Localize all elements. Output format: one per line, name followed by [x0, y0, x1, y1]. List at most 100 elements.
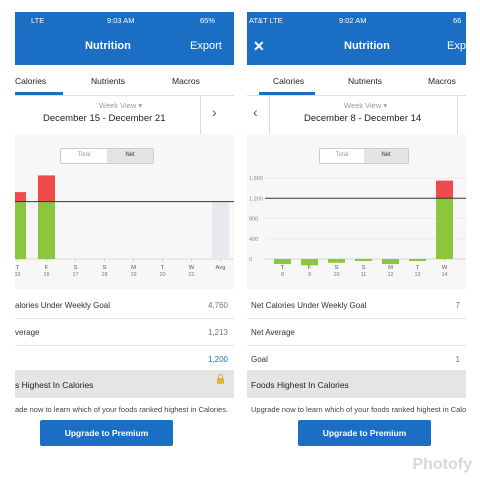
x-tick-label: W	[189, 265, 195, 271]
x-tick-label: T	[16, 265, 20, 271]
bar-net	[436, 198, 453, 259]
x-tick-label: S	[74, 265, 78, 271]
x-tick-label: M	[388, 265, 393, 271]
y-tick-label: 1,200	[249, 196, 263, 202]
goal-value-link[interactable]: 1,200	[207, 355, 228, 364]
week-view-dropdown[interactable]: Week View ▾	[99, 101, 143, 110]
tab-nutrients[interactable]: Nutrients	[91, 76, 126, 86]
divider	[457, 96, 458, 134]
stat-row-under-goal: alories Under Weekly Goal 4,760	[15, 292, 234, 319]
status-bar: AT&T LTE 9:02 AM 66	[247, 12, 466, 29]
bar-over-goal	[436, 180, 453, 199]
status-time: 9:02 AM	[339, 16, 367, 25]
stat-row-average: Net Average	[247, 319, 466, 346]
divider	[200, 96, 201, 134]
status-time: 9:03 AM	[107, 16, 135, 25]
x-tick-label: 16	[43, 272, 49, 278]
watermark-logo: Photofy	[412, 456, 472, 473]
stat-row-under-goal: Net Calories Under Weekly Goal 7	[247, 292, 466, 319]
x-tick-label: 12	[387, 272, 393, 278]
toggle-net[interactable]: Net	[107, 149, 153, 163]
upgrade-message: ade now to learn which of your foods ran…	[15, 405, 229, 414]
toggle-total[interactable]: Total	[335, 152, 349, 158]
stat-label: alories Under Weekly Goal	[15, 301, 111, 310]
x-tick-label: 13	[414, 272, 420, 278]
week-selector: ‹ Week View ▾ December 8 - December 14	[247, 95, 466, 135]
bar-over-goal	[38, 175, 55, 202]
status-bar: LTE 9:03 AM 65%	[15, 12, 234, 29]
battery-level: 65%	[200, 16, 216, 25]
stat-label: verage	[15, 328, 40, 337]
date-range-label: December 15 - December 21	[43, 113, 166, 124]
stat-label: Goal	[251, 355, 268, 364]
carrier-label: AT&T LTE	[249, 16, 283, 25]
stat-value: 1,213	[207, 328, 228, 337]
y-tick-label: 0	[249, 257, 252, 263]
phone-screen-right: AT&T LTE 9:02 AM 66 ✕ Nutrition Exp Calo…	[247, 12, 466, 459]
tab-macros[interactable]: Macros	[172, 76, 200, 86]
x-tick-label: W	[442, 265, 448, 271]
stat-label: Net Average	[251, 328, 295, 337]
x-tick-label: M	[131, 265, 136, 271]
x-tick-label: Avg	[216, 265, 226, 271]
section-header: s Highest In Calories	[15, 370, 234, 398]
phone-screen-left: LTE 9:03 AM 65% Nutrition Export Calorie…	[15, 12, 234, 459]
nav-title: Nutrition	[344, 40, 390, 52]
tab-nutrients[interactable]: Nutrients	[348, 76, 383, 86]
stat-value: 4,760	[207, 301, 228, 310]
x-tick-label: 9	[308, 272, 311, 278]
section-title: s Highest In Calories	[15, 380, 94, 390]
x-tick-label: S	[103, 265, 107, 271]
toggle-total[interactable]: Total	[77, 152, 91, 158]
stat-row-average: verage 1,213	[15, 319, 234, 346]
stat-value: 1	[455, 355, 460, 364]
nav-bar: Nutrition Export	[15, 29, 234, 65]
x-tick-label: T	[281, 265, 285, 271]
bar-net	[301, 259, 318, 266]
total-net-toggle: Total Net	[319, 148, 409, 164]
lock-icon	[217, 374, 224, 384]
section-header: Foods Highest In Calories	[247, 370, 466, 398]
bar-net	[15, 201, 26, 259]
x-tick-label: 11	[361, 272, 367, 278]
nav-title: Nutrition	[85, 40, 131, 52]
y-tick-label: 400	[249, 237, 258, 243]
x-tick-label: 8	[281, 272, 284, 278]
x-tick-label: F	[308, 265, 312, 271]
x-tick-label: 17	[72, 272, 78, 278]
week-view-dropdown[interactable]: Week View ▾	[344, 101, 388, 110]
bar-average	[212, 201, 229, 259]
upgrade-premium-button[interactable]: Upgrade to Premium	[298, 420, 431, 446]
stat-label: Net Calories Under Weekly Goal	[251, 301, 367, 310]
x-tick-label: 10	[333, 272, 339, 278]
upgrade-message: Upgrade now to learn which of your foods…	[251, 405, 466, 414]
close-icon[interactable]: ✕	[253, 38, 265, 54]
total-net-toggle: Total Net	[60, 148, 154, 164]
tab-calories[interactable]: Calories	[273, 76, 305, 86]
active-tab-indicator	[15, 92, 63, 95]
tab-calories[interactable]: Calories	[15, 76, 47, 86]
stat-row-goal: 1,200	[15, 346, 234, 373]
y-tick-label: 1,600	[249, 176, 263, 182]
export-button[interactable]: Exp	[447, 40, 466, 52]
tab-bar: Calories Nutrients Macros	[15, 65, 234, 95]
stat-value: 7	[455, 301, 460, 310]
export-button[interactable]: Export	[190, 40, 222, 52]
battery-level: 66	[453, 16, 462, 25]
x-tick-label: 20	[159, 272, 165, 278]
active-tab-indicator	[259, 92, 315, 95]
tab-macros[interactable]: Macros	[428, 76, 456, 86]
chevron-left-icon[interactable]: ‹	[253, 104, 258, 120]
carrier-label: LTE	[31, 16, 45, 25]
bar-over-goal	[15, 192, 26, 202]
chevron-right-icon[interactable]: ›	[212, 104, 217, 120]
x-tick-label: F	[45, 265, 49, 271]
x-tick-label: S	[335, 265, 339, 271]
upgrade-premium-button[interactable]: Upgrade to Premium	[40, 420, 173, 446]
toggle-net[interactable]: Net	[364, 149, 408, 163]
stat-row-goal: Goal 1	[247, 346, 466, 373]
x-tick-label: 19	[130, 272, 136, 278]
x-tick-label: 14	[441, 272, 447, 278]
divider	[269, 96, 270, 134]
